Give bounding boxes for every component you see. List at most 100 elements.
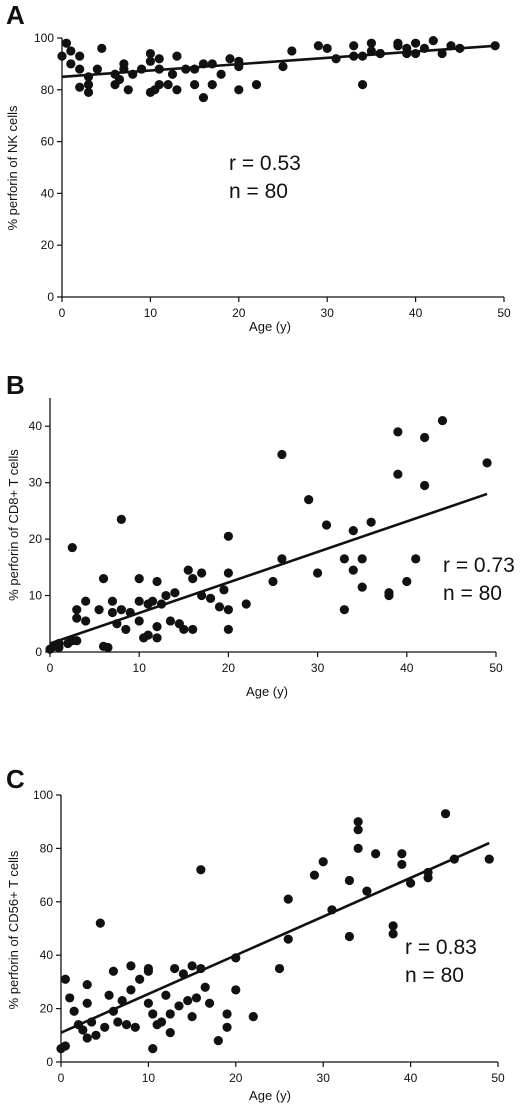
data-point [274, 963, 285, 974]
y-tick-label: 20 [41, 238, 55, 252]
data-point [318, 857, 328, 867]
data-point [172, 85, 182, 95]
data-point [223, 531, 233, 541]
data-point [304, 495, 314, 505]
data-point [397, 849, 407, 859]
data-point [207, 80, 217, 90]
x-tick-label: 30 [321, 306, 335, 320]
data-point [283, 934, 293, 944]
data-point [482, 458, 492, 468]
data-point [165, 616, 176, 626]
data-point [152, 633, 162, 643]
data-point [339, 554, 349, 564]
data-point [83, 87, 94, 97]
data-point [234, 85, 244, 95]
data-point [205, 593, 216, 603]
data-point [344, 875, 355, 886]
data-point [134, 574, 144, 584]
y-tick-label: 60 [41, 135, 55, 149]
data-point [362, 886, 372, 896]
data-point [241, 599, 251, 609]
x-axis-label: Age (y) [249, 1088, 291, 1103]
data-point [348, 565, 358, 575]
data-point [216, 69, 226, 79]
data-point [357, 582, 367, 592]
y-axis-label: % perforin of NK cells [5, 105, 20, 230]
y-tick-label: 0 [35, 645, 42, 659]
data-point [174, 1001, 184, 1011]
data-point [225, 54, 235, 64]
data-point [108, 966, 119, 976]
y-tick-label: 100 [34, 31, 54, 45]
data-point [148, 1044, 158, 1054]
data-point [357, 554, 367, 564]
chart-panel-c: C 0 20 40 60 80 100 0 10 20 30 40 50 Age (y) % perfori… [6, 764, 505, 1103]
data-point [165, 1028, 175, 1038]
correlation-label: r = 0.83 [405, 936, 477, 959]
data-point [143, 630, 153, 640]
data-point [183, 565, 193, 575]
data-point [134, 596, 144, 606]
data-point [402, 576, 412, 587]
data-point [161, 990, 171, 1000]
data-point [251, 80, 262, 90]
data-point [309, 870, 320, 880]
y-tick-label: 40 [41, 186, 55, 200]
y-tick-label: 30 [29, 476, 43, 490]
data-point [172, 51, 182, 61]
data-point [348, 526, 358, 536]
y-axis-label: % perforin of CD56+ T cells [6, 850, 21, 1009]
data-point [126, 961, 136, 971]
data-point [440, 809, 451, 819]
data-point [81, 596, 91, 606]
data-point [60, 1041, 70, 1051]
data-point [231, 985, 241, 995]
regression-line [61, 44, 496, 79]
data-point [81, 616, 91, 626]
data-point [406, 878, 416, 888]
data-point [219, 585, 229, 595]
data-point [393, 427, 403, 437]
data-point [126, 985, 136, 995]
data-point [167, 69, 178, 79]
data-point [198, 92, 209, 103]
data-point [283, 894, 293, 904]
x-tick-label: 20 [222, 661, 236, 675]
data-point [313, 568, 323, 578]
x-tick-label: 40 [404, 1071, 418, 1085]
data-point [268, 576, 278, 587]
x-tick-label: 30 [317, 1071, 331, 1085]
y-tick-label: 40 [29, 419, 43, 433]
data-point [148, 1009, 158, 1019]
data-point [75, 51, 85, 61]
data-point [119, 59, 129, 69]
y-tick-label: 0 [46, 1055, 53, 1069]
sample-size-label: n = 80 [443, 582, 502, 605]
data-point [339, 605, 349, 615]
data-point [121, 624, 131, 635]
data-point [134, 616, 144, 626]
y-tick-label: 100 [33, 788, 53, 802]
data-point [145, 56, 155, 66]
data-point [117, 995, 127, 1006]
data-point [72, 605, 82, 615]
data-point [91, 1030, 101, 1040]
data-point [411, 38, 421, 48]
y-tick-label: 20 [29, 532, 43, 546]
x-tick-label: 50 [497, 306, 511, 320]
data-point [163, 80, 173, 90]
x-tick-label: 10 [144, 306, 158, 320]
data-point [121, 1020, 132, 1030]
data-point [437, 48, 447, 59]
data-point [82, 998, 92, 1008]
data-point [152, 622, 162, 632]
data-point [130, 1022, 140, 1032]
panel-letter-b: B [6, 370, 25, 400]
x-tick-label: 10 [142, 1071, 156, 1085]
data-point [57, 51, 67, 61]
data-point [353, 825, 363, 835]
data-point [161, 590, 171, 601]
y-tick-label: 80 [40, 841, 54, 855]
data-point [179, 624, 189, 635]
data-point [393, 38, 403, 48]
